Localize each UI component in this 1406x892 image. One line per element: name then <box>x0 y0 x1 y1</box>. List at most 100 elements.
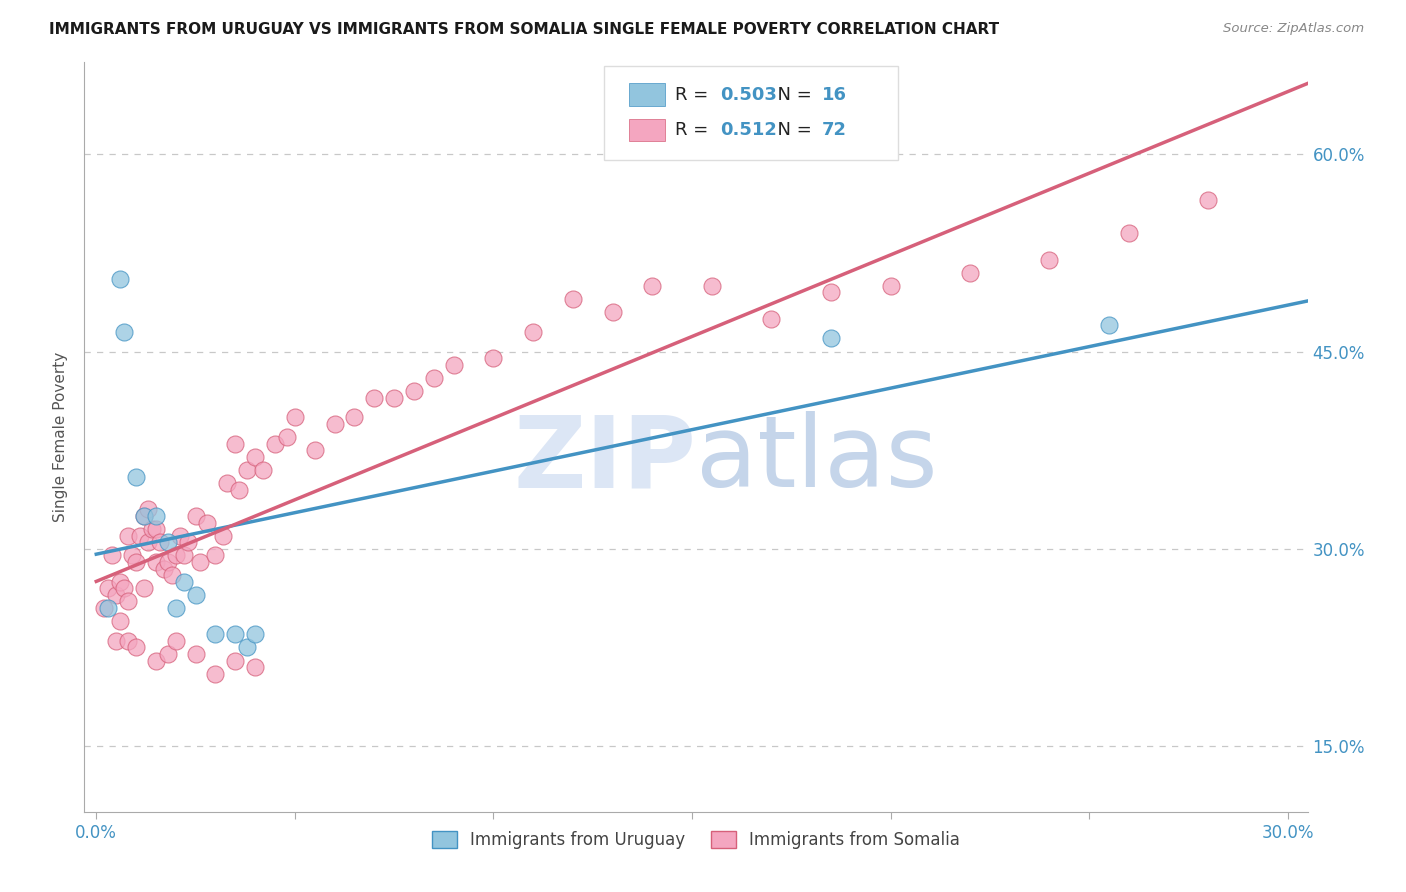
Text: N =: N = <box>766 121 817 139</box>
Point <box>152 561 174 575</box>
Text: R =: R = <box>675 86 714 103</box>
Point <box>197 516 219 530</box>
Point <box>224 654 246 668</box>
Point <box>97 601 120 615</box>
Point <box>184 647 207 661</box>
Point <box>284 410 307 425</box>
Point <box>561 292 583 306</box>
Point <box>101 549 124 563</box>
Point <box>204 549 226 563</box>
Legend: Immigrants from Uruguay, Immigrants from Somalia: Immigrants from Uruguay, Immigrants from… <box>426 824 966 855</box>
Point <box>879 279 901 293</box>
Point <box>165 601 187 615</box>
Point <box>108 272 131 286</box>
Point <box>443 358 465 372</box>
Point <box>165 633 187 648</box>
Point <box>224 436 246 450</box>
Point <box>482 351 505 366</box>
Point <box>602 305 624 319</box>
Point <box>145 654 167 668</box>
Point <box>343 410 366 425</box>
Point <box>217 476 239 491</box>
Point <box>276 430 298 444</box>
Point <box>641 279 664 293</box>
Text: 72: 72 <box>823 121 846 139</box>
Point <box>105 633 128 648</box>
Point <box>382 391 405 405</box>
Point <box>188 555 211 569</box>
Point <box>522 325 544 339</box>
Point <box>1118 227 1140 241</box>
Point <box>160 568 183 582</box>
Text: ZIP: ZIP <box>513 411 696 508</box>
Point <box>820 331 842 345</box>
Point <box>145 555 167 569</box>
Point <box>121 549 143 563</box>
Point <box>243 660 266 674</box>
Y-axis label: Single Female Poverty: Single Female Poverty <box>53 352 69 522</box>
Point <box>402 384 425 398</box>
Point <box>125 469 148 483</box>
Point <box>224 627 246 641</box>
Point <box>1098 318 1121 333</box>
Text: 0.512: 0.512 <box>720 121 778 139</box>
Point <box>176 535 198 549</box>
Point <box>169 529 191 543</box>
Point <box>93 601 115 615</box>
Point <box>156 647 179 661</box>
Point <box>112 325 135 339</box>
Point <box>264 436 287 450</box>
Point <box>204 666 226 681</box>
Point <box>236 640 259 655</box>
Point <box>252 463 274 477</box>
Point <box>228 483 250 497</box>
Point <box>108 614 131 628</box>
Text: IMMIGRANTS FROM URUGUAY VS IMMIGRANTS FROM SOMALIA SINGLE FEMALE POVERTY CORRELA: IMMIGRANTS FROM URUGUAY VS IMMIGRANTS FR… <box>49 22 1000 37</box>
Point <box>129 529 152 543</box>
Point <box>212 529 235 543</box>
Text: R =: R = <box>675 121 714 139</box>
Text: atlas: atlas <box>696 411 938 508</box>
Point <box>243 450 266 464</box>
Point <box>156 535 179 549</box>
FancyBboxPatch shape <box>605 66 898 160</box>
Point <box>165 549 187 563</box>
Text: 0.503: 0.503 <box>720 86 778 103</box>
Point <box>132 508 155 523</box>
Point <box>117 633 139 648</box>
Point <box>136 502 159 516</box>
Point <box>125 555 148 569</box>
Point <box>125 640 148 655</box>
Text: N =: N = <box>766 86 817 103</box>
FancyBboxPatch shape <box>628 84 665 106</box>
Point <box>304 443 326 458</box>
Point <box>700 279 723 293</box>
Point <box>173 549 195 563</box>
Point <box>149 535 172 549</box>
Point <box>184 588 207 602</box>
Point <box>761 311 783 326</box>
Point <box>141 522 163 536</box>
Point <box>1038 252 1060 267</box>
Point <box>323 417 346 431</box>
Point <box>132 581 155 595</box>
Point <box>117 529 139 543</box>
FancyBboxPatch shape <box>628 119 665 141</box>
Text: Source: ZipAtlas.com: Source: ZipAtlas.com <box>1223 22 1364 36</box>
Point <box>204 627 226 641</box>
Point <box>820 285 842 300</box>
Point <box>236 463 259 477</box>
Point <box>243 627 266 641</box>
Text: 16: 16 <box>823 86 846 103</box>
Point <box>173 574 195 589</box>
Point <box>423 371 446 385</box>
Point <box>145 508 167 523</box>
Point <box>363 391 385 405</box>
Point <box>132 508 155 523</box>
Point <box>184 508 207 523</box>
Point <box>145 522 167 536</box>
Point <box>105 588 128 602</box>
Point <box>959 266 981 280</box>
Point <box>117 594 139 608</box>
Point <box>1197 194 1219 208</box>
